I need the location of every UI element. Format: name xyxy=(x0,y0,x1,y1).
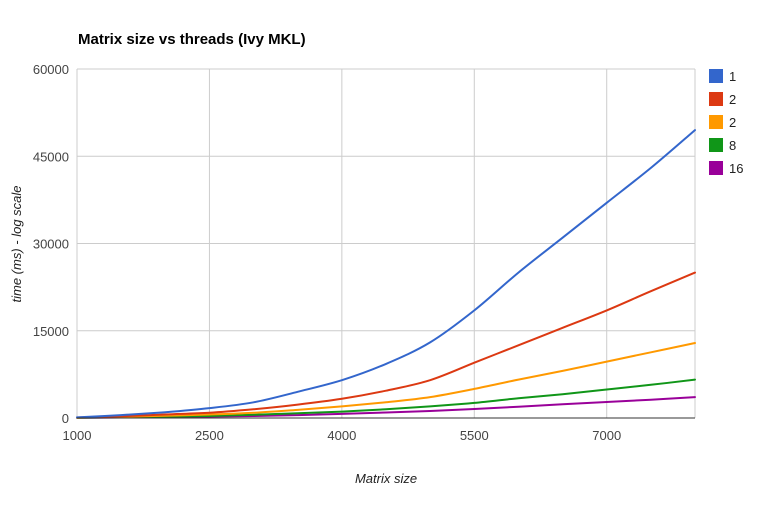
y-axis-ticks: 0 15000 30000 45000 60000 xyxy=(33,62,69,426)
legend: 1 2 2 8 16 xyxy=(709,69,743,176)
chart-title: Matrix size vs threads (Ivy MKL) xyxy=(78,31,306,48)
legend-label: 2 xyxy=(729,115,736,130)
x-tick-label: 7000 xyxy=(592,428,621,443)
legend-label: 2 xyxy=(729,92,736,107)
y-axis-title: time (ms) - log scale xyxy=(9,185,24,302)
x-tick-label: 4000 xyxy=(327,428,356,443)
y-tick-label: 15000 xyxy=(33,324,69,339)
series-line-0 xyxy=(76,129,696,419)
gridlines xyxy=(76,68,696,418)
legend-swatch xyxy=(709,161,723,175)
legend-swatch xyxy=(709,92,723,106)
x-tick-label: 1000 xyxy=(63,428,92,443)
y-tick-label: 60000 xyxy=(33,62,69,77)
legend-label: 16 xyxy=(729,161,743,176)
legend-label: 1 xyxy=(729,69,736,84)
series-lines xyxy=(76,129,696,419)
legend-label: 8 xyxy=(729,138,736,153)
y-tick-label: 45000 xyxy=(33,149,69,164)
y-tick-label: 0 xyxy=(62,411,69,426)
legend-swatch xyxy=(709,138,723,152)
series-line-1 xyxy=(76,271,696,419)
x-axis-ticks: 1000 2500 4000 5500 7000 xyxy=(63,428,622,443)
legend-swatch xyxy=(709,69,723,83)
legend-swatch xyxy=(709,115,723,129)
y-tick-label: 30000 xyxy=(33,237,69,252)
x-axis-title: Matrix size xyxy=(355,471,417,486)
x-tick-label: 2500 xyxy=(195,428,224,443)
x-tick-label: 5500 xyxy=(460,428,489,443)
series-line-2 xyxy=(76,342,696,419)
